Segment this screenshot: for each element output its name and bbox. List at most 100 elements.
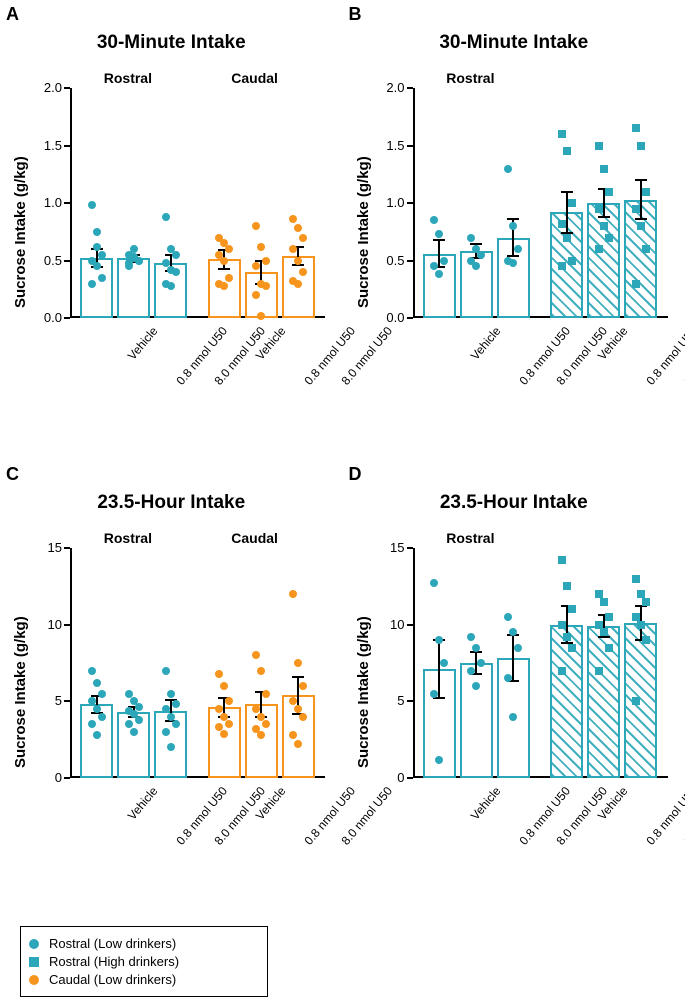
data-point (472, 682, 480, 690)
data-point (477, 251, 485, 259)
data-point (172, 700, 180, 708)
panel-title: 30-Minute Intake (0, 32, 343, 54)
data-point (162, 667, 170, 675)
data-point (252, 291, 260, 299)
xtick-label: Vehicle (125, 784, 161, 823)
data-point (98, 690, 106, 698)
bar (80, 704, 113, 778)
group-sub-label: Rostral (446, 530, 494, 546)
data-point (563, 633, 571, 641)
data-point (252, 222, 260, 230)
ytick-label: 15 (34, 540, 62, 555)
data-point (162, 705, 170, 713)
y-axis-label: Sucrose Intake (g/kg) (355, 616, 372, 768)
data-point (467, 234, 475, 242)
data-point (294, 740, 302, 748)
data-point (600, 165, 608, 173)
ytick-label: 0.0 (34, 310, 62, 325)
legend-swatch (29, 975, 39, 985)
ytick-label: 5 (377, 693, 405, 708)
ytick-label: 2.0 (34, 80, 62, 95)
data-point (558, 556, 566, 564)
chart-area: 0.00.51.01.52.0Vehicle0.8 nmol U508.0 nm… (70, 88, 325, 318)
data-point (467, 633, 475, 641)
data-point (509, 628, 517, 636)
data-point (215, 705, 223, 713)
data-point (430, 216, 438, 224)
data-point (299, 268, 307, 276)
data-point (162, 213, 170, 221)
data-point (514, 644, 522, 652)
data-point (93, 243, 101, 251)
data-point (430, 262, 438, 270)
bar (117, 258, 150, 318)
data-point (600, 222, 608, 230)
data-point (88, 280, 96, 288)
data-point (262, 690, 270, 698)
data-point (294, 224, 302, 232)
panel-title: 23.5-Hour Intake (0, 492, 343, 514)
group-sub-label: Caudal (231, 70, 278, 86)
data-point (504, 165, 512, 173)
ytick-label: 1.0 (377, 195, 405, 210)
data-point (294, 659, 302, 667)
data-point (125, 720, 133, 728)
data-point (435, 270, 443, 278)
data-point (289, 590, 297, 598)
legend-item: Rostral (High drinkers) (29, 954, 259, 969)
xtick-label: 0.8 nmol U50 (644, 784, 685, 848)
data-point (225, 245, 233, 253)
data-point (642, 598, 650, 606)
data-point (225, 697, 233, 705)
data-point (632, 205, 640, 213)
data-point (257, 667, 265, 675)
data-point (294, 257, 302, 265)
ytick-label: 10 (34, 617, 62, 632)
bar (117, 712, 150, 778)
data-point (568, 199, 576, 207)
data-point (299, 713, 307, 721)
panel-B: B30-Minute Intake0.00.51.01.52.0Vehicle0… (343, 0, 685, 460)
data-point (225, 720, 233, 728)
data-point (162, 728, 170, 736)
data-point (98, 251, 106, 259)
data-point (632, 697, 640, 705)
data-point (637, 142, 645, 150)
data-point (220, 282, 228, 290)
data-point (289, 245, 297, 253)
data-point (220, 257, 228, 265)
ytick-label: 0.0 (377, 310, 405, 325)
data-point (632, 280, 640, 288)
ytick-label: 5 (34, 693, 62, 708)
xtick-label: 0.8 nmol U50 (644, 324, 685, 388)
data-point (595, 205, 603, 213)
data-point (509, 222, 517, 230)
data-point (595, 142, 603, 150)
data-point (93, 705, 101, 713)
data-point (299, 682, 307, 690)
data-point (257, 713, 265, 721)
panel-letter: B (349, 4, 362, 25)
chart-area: 051015Vehicle0.8 nmol U508.0 nmol U50Veh… (70, 548, 325, 778)
data-point (172, 251, 180, 259)
ytick-label: 0 (377, 770, 405, 785)
legend-swatch (29, 957, 39, 967)
legend-item: Caudal (Low drinkers) (29, 972, 259, 987)
data-point (88, 667, 96, 675)
ytick-label: 1.0 (34, 195, 62, 210)
data-point (637, 222, 645, 230)
data-point (642, 188, 650, 196)
data-point (504, 674, 512, 682)
panel-C: C 23.5-Hour Intake 051015Vehicle0.8 nmol U… (0, 460, 343, 920)
data-point (605, 613, 613, 621)
panel-letter: C (6, 464, 19, 485)
chart-area: 051015Vehicle0.8 nmol U508.0 nmol U50Veh… (413, 548, 668, 778)
data-point (93, 228, 101, 236)
data-point (568, 605, 576, 613)
data-point (435, 636, 443, 644)
data-point (289, 215, 297, 223)
bar (587, 203, 620, 318)
data-point (125, 262, 133, 270)
data-point (605, 188, 613, 196)
data-point (257, 731, 265, 739)
